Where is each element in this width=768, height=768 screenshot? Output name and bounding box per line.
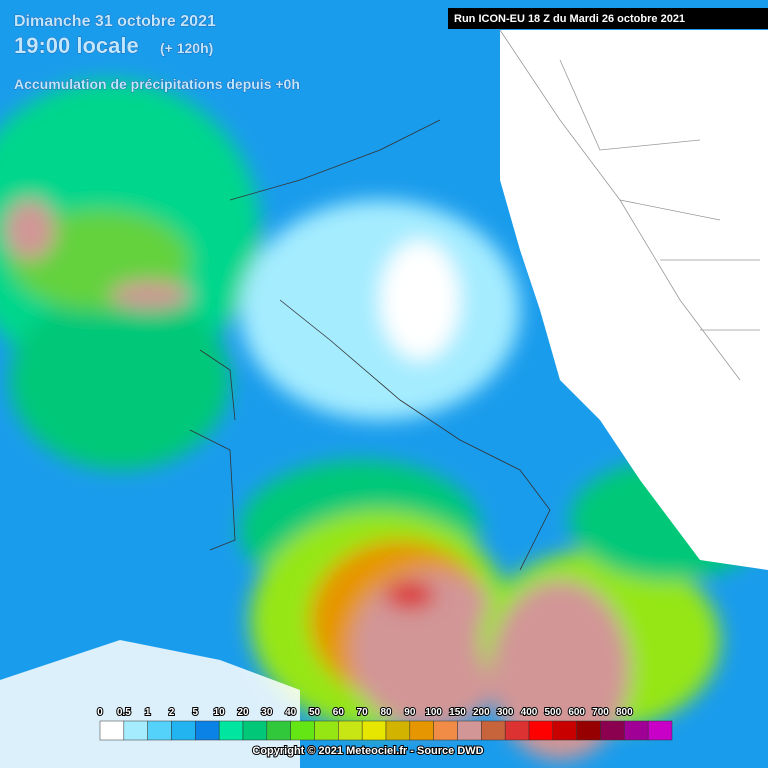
legend-swatch: [433, 720, 458, 741]
legend-label: 150: [449, 707, 466, 718]
legend-label: 50: [309, 707, 321, 718]
time: 19:00 locale: [14, 33, 139, 58]
copyright: Copyright © 2021 Meteociel.fr - Source D…: [252, 745, 483, 757]
legend-label: 5: [193, 707, 199, 718]
legend-label: 0.5: [117, 707, 131, 718]
legend-swatch: [242, 720, 268, 741]
legend-label: 0: [97, 707, 103, 718]
lead: (+ 120h): [160, 40, 213, 56]
legend-label: 800: [616, 707, 633, 718]
legend-swatch: [218, 720, 244, 741]
run-box: [448, 8, 768, 29]
run: Run ICON-EU 18 Z du Mardi 26 octobre 202…: [454, 13, 685, 25]
legend-swatch: [457, 720, 482, 741]
legend-swatch: [195, 720, 220, 741]
legend-swatch: [266, 720, 291, 741]
legend-swatch: [504, 720, 530, 741]
legend-label: 90: [404, 707, 416, 718]
legend-swatch: [385, 720, 411, 741]
legend-swatch: [171, 720, 196, 741]
legend-label: 70: [357, 707, 369, 718]
legend-label: 100: [425, 707, 442, 718]
legend: 0 0.5 1 2 5 10 20 30 40 50 60 70 80 90 100 150 200 300 400…: [96, 706, 673, 741]
legend-swatch: [647, 720, 673, 741]
legend-swatch: [576, 720, 601, 741]
legend-swatch: [123, 720, 148, 741]
legend-label: 2: [169, 707, 175, 718]
legend-label: 1: [145, 707, 151, 718]
legend-swatch: [99, 720, 125, 741]
legend-label: 500: [544, 707, 561, 718]
field: Accumulation de précipitations depuis +0…: [14, 76, 300, 92]
legend-label: 600: [568, 707, 585, 718]
legend-swatch: [361, 720, 387, 741]
legend-swatch: [552, 720, 577, 741]
legend-label: 20: [237, 707, 249, 718]
legend-label: 40: [285, 707, 297, 718]
legend-swatch: [314, 720, 339, 741]
legend-label: 400: [521, 707, 538, 718]
legend-swatch: [600, 720, 625, 741]
legend-swatch: [147, 720, 172, 741]
legend-swatch: [624, 720, 649, 741]
legend-label: 700: [592, 707, 609, 718]
legend-swatch: [409, 720, 434, 741]
legend-label: 200: [473, 707, 490, 718]
legend-label: 30: [261, 707, 273, 718]
legend-label: 80: [380, 707, 392, 718]
legend-label: 60: [333, 707, 345, 718]
legend-label: 300: [497, 707, 514, 718]
date: Dimanche 31 octobre 2021: [14, 13, 216, 30]
legend-label: 10: [214, 707, 226, 718]
legend-swatch: [290, 720, 315, 741]
legend-swatch: [338, 720, 363, 741]
legend-swatch: [528, 720, 554, 741]
legend-swatch: [481, 720, 506, 741]
